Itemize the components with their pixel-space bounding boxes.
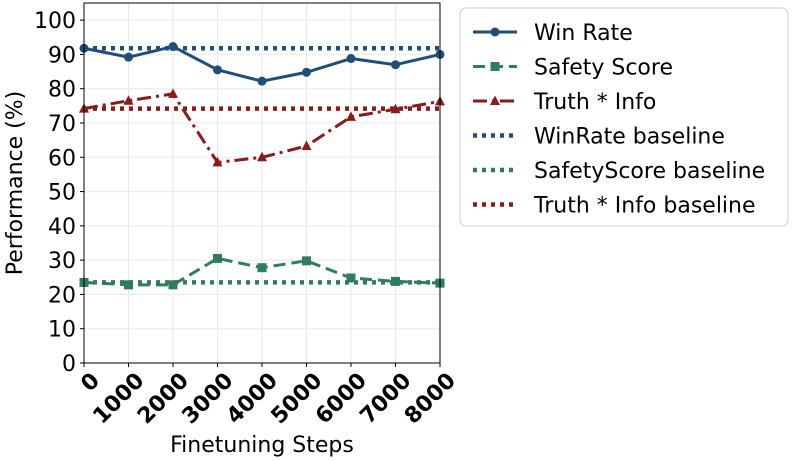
- x-tick-label: 8000: [400, 368, 461, 429]
- data-series: [79, 42, 445, 290]
- series-group: [79, 42, 445, 86]
- data-point: [213, 253, 222, 263]
- data-point: [302, 256, 311, 266]
- data-point: [391, 276, 400, 286]
- legend-label: Truth * Info baseline: [533, 194, 756, 219]
- y-tick-label: 100: [34, 9, 76, 34]
- legend-entry: Win Rate: [473, 21, 633, 46]
- legend-box: [459, 7, 789, 227]
- y-tick-label: 70: [48, 112, 76, 137]
- y-tick-label: 90: [48, 43, 76, 68]
- legend: Win Rate Safety Score Truth * Info WinRate …: [459, 7, 789, 227]
- y-tick-label: 40: [48, 215, 76, 240]
- data-point: [168, 280, 178, 290]
- data-point: [257, 151, 267, 162]
- legend-label: WinRate baseline: [534, 125, 725, 150]
- data-point: [124, 280, 133, 290]
- data-point: [257, 76, 267, 86]
- legend-marker: [490, 95, 500, 105]
- legend-entry: SafetyScore baseline: [473, 159, 765, 184]
- legend-entry: Truth * Info baseline: [473, 194, 756, 219]
- legend-label: SafetyScore baseline: [534, 159, 765, 184]
- legend-entry: Safety Score: [473, 56, 673, 81]
- data-point: [346, 111, 356, 121]
- x-tick-label: 0: [76, 368, 105, 397]
- grid-lines: [83, 3, 441, 364]
- data-point: [257, 263, 267, 273]
- data-point: [391, 60, 400, 70]
- legend-label: Win Rate: [534, 21, 633, 46]
- y-axis-title: Performance (%): [3, 91, 28, 275]
- legend-label: Safety Score: [534, 56, 673, 81]
- y-tick-label: 50: [48, 181, 76, 206]
- data-point: [168, 88, 178, 98]
- y-tick-label: 10: [48, 318, 76, 343]
- x-axis-title: Finetuning Steps: [170, 433, 354, 458]
- data-point: [123, 95, 134, 105]
- data-point: [302, 67, 311, 77]
- data-point: [213, 65, 222, 75]
- y-tick-label: 60: [48, 146, 76, 171]
- legend-entry: WinRate baseline: [473, 125, 725, 150]
- y-axis-ticks: 0 10 20 30 40 50 60 70 80 90 100: [34, 9, 84, 377]
- y-tick-label: 20: [48, 283, 76, 308]
- data-point: [346, 273, 356, 283]
- data-point: [301, 140, 312, 150]
- y-tick-label: 0: [62, 352, 76, 377]
- y-tick-label: 80: [48, 78, 76, 103]
- data-point: [124, 52, 133, 62]
- y-tick-label: 30: [48, 249, 76, 274]
- data-point: [212, 156, 223, 167]
- legend-entry: Truth * Info: [473, 90, 656, 115]
- data-point: [390, 103, 401, 114]
- legend-label: Truth * Info: [533, 90, 656, 115]
- legend-marker: [490, 27, 500, 37]
- legend-marker: [490, 62, 500, 71]
- data-point: [168, 42, 178, 52]
- data-point: [346, 54, 356, 64]
